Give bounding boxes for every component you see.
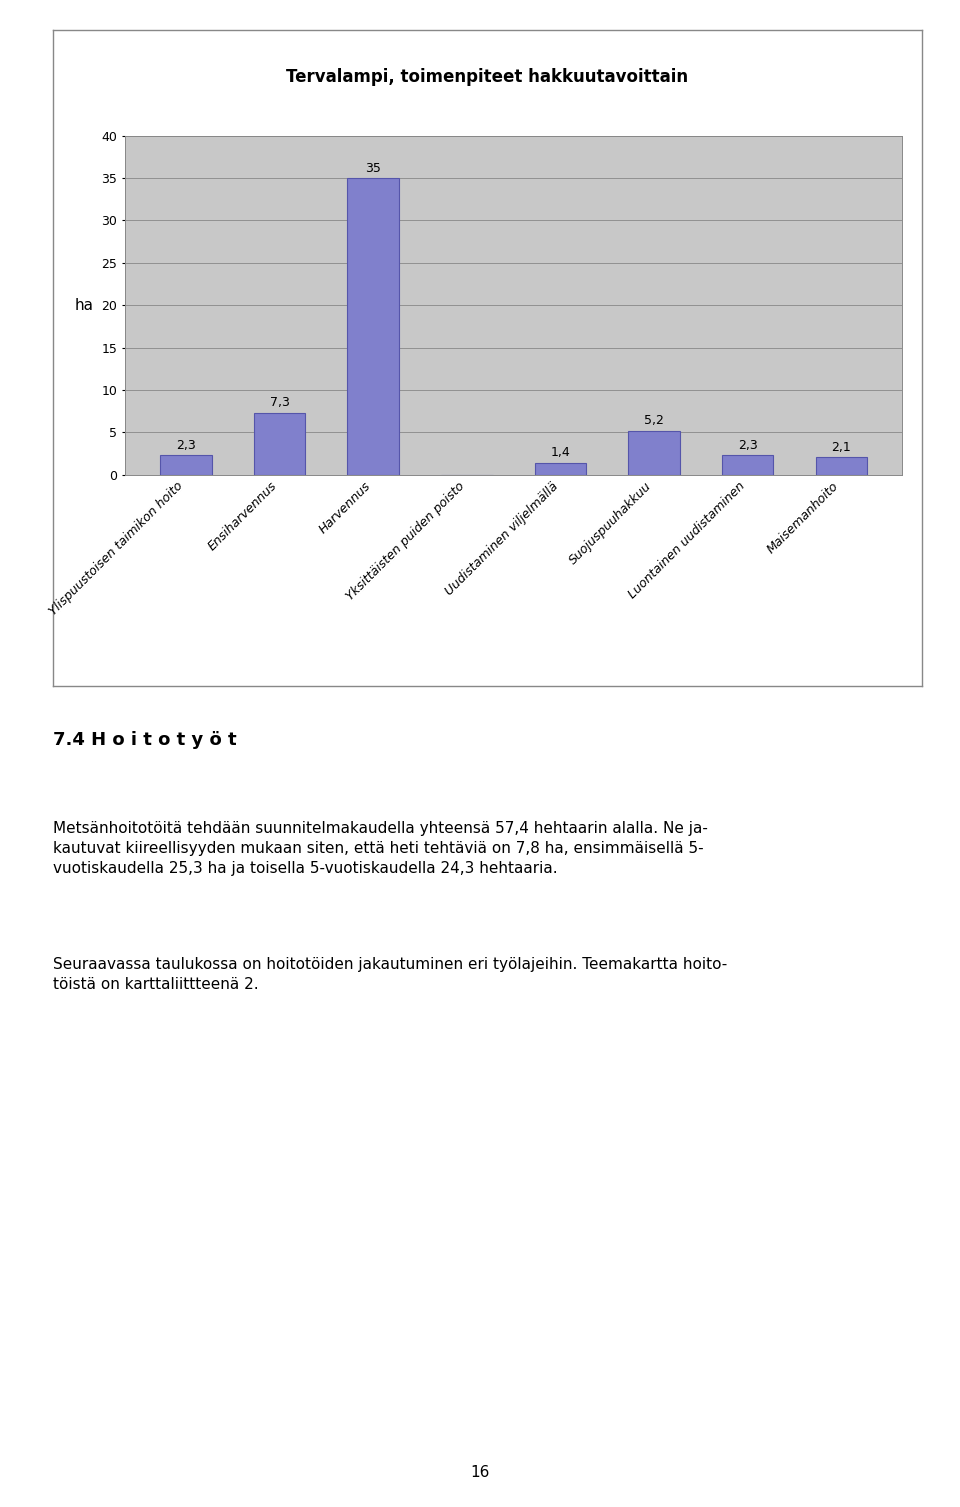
Text: 2,3: 2,3: [176, 439, 196, 452]
Text: 2,3: 2,3: [738, 439, 757, 452]
Text: 1,4: 1,4: [550, 446, 570, 460]
Y-axis label: ha: ha: [75, 298, 94, 312]
Bar: [722, 455, 774, 475]
Bar: [535, 463, 587, 475]
Text: 7.4 H o i t o t y ö t: 7.4 H o i t o t y ö t: [53, 731, 236, 749]
Text: 2,1: 2,1: [831, 440, 852, 454]
Bar: [816, 457, 867, 475]
Text: Tervalampi, toimenpiteet hakkuutavoittain: Tervalampi, toimenpiteet hakkuutavoittai…: [286, 68, 688, 86]
Bar: [348, 178, 399, 475]
Text: 7,3: 7,3: [270, 396, 290, 410]
Text: Metsänhoitotöitä tehdään suunnitelmakaudella yhteensä 57,4 hehtaarin alalla. Ne : Metsänhoitotöitä tehdään suunnitelmakaud…: [53, 821, 708, 876]
Text: 35: 35: [365, 161, 381, 175]
Bar: [628, 431, 680, 475]
Text: 5,2: 5,2: [644, 414, 664, 428]
Bar: [253, 413, 305, 475]
Text: 16: 16: [470, 1465, 490, 1480]
Bar: [160, 455, 211, 475]
Text: Seuraavassa taulukossa on hoitotöiden jakautuminen eri työlajeihin. Teemakartta : Seuraavassa taulukossa on hoitotöiden ja…: [53, 957, 727, 992]
